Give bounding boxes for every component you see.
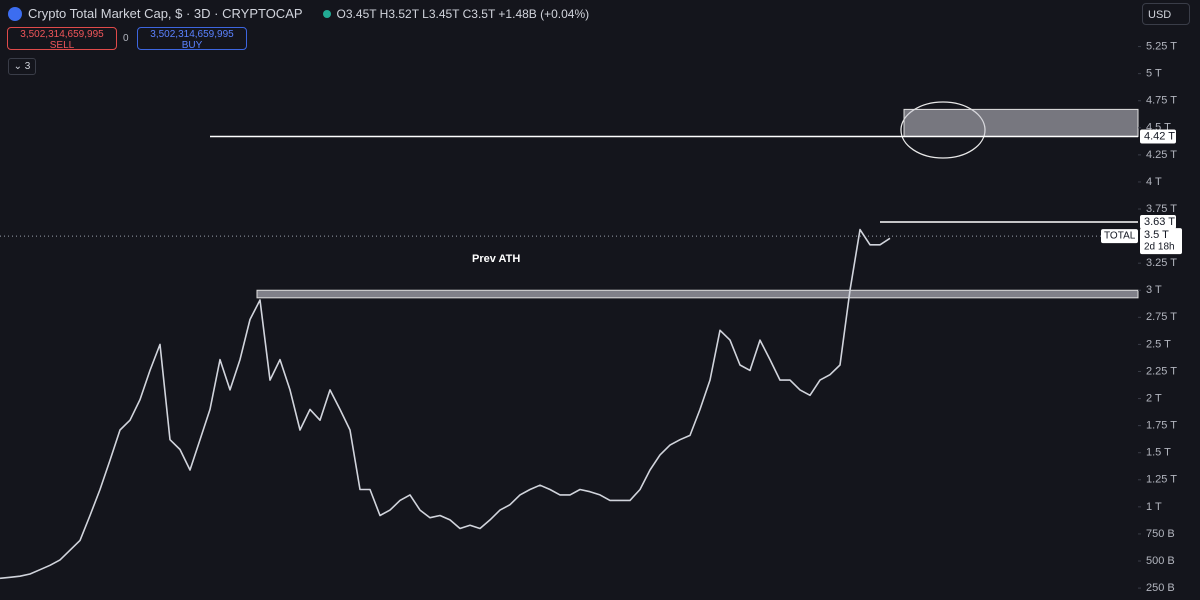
countdown: 2d 18h (1144, 242, 1175, 253)
y-tick-label: 750 B (1146, 528, 1175, 540)
buy-label: BUY (181, 40, 203, 51)
y-tick-label: 3 T (1146, 284, 1162, 296)
symbol-title[interactable]: Crypto Total Market Cap, $ · 3D · CRYPTO… (28, 6, 303, 21)
indicator-count: 3 (24, 61, 31, 72)
y-tick-label: 2.25 T (1146, 365, 1177, 377)
y-tick-label: 1.25 T (1146, 474, 1177, 486)
y-tick-label: 5.25 T (1146, 40, 1177, 52)
status-dot (322, 9, 331, 18)
zone (903, 108, 1139, 137)
symbol-label: TOTAL (1104, 231, 1136, 242)
ohlc: O3.45T H3.52T L3.45T C3.5T +1.48B (+0.04… (336, 6, 590, 21)
level-label-box (1140, 129, 1176, 144)
spread: 0 (123, 33, 129, 44)
y-tick-label: 4 T (1146, 176, 1162, 188)
buy-price: 3,502,314,659,995 (150, 29, 234, 40)
sell-price: 3,502,314,659,995 (20, 29, 104, 40)
buy-button[interactable]: 3,502,314,659,995 BUY (137, 27, 247, 51)
level-label: 3.63 T (1144, 216, 1175, 228)
y-tick-label: 1 T (1146, 501, 1162, 513)
annotation: Prev ATH (472, 253, 520, 265)
y-tick-label: 250 B (1146, 582, 1175, 594)
y-tick-label: 2.5 T (1146, 338, 1171, 350)
price-box (1140, 228, 1182, 255)
currency-select[interactable]: USD (1142, 3, 1190, 25)
y-tick-label: 3.75 T (1146, 203, 1177, 215)
last-price-label: 3.5 T (1144, 229, 1169, 241)
y-tick-label: 4.75 T (1146, 95, 1177, 107)
sell-label: SELL (49, 40, 75, 51)
zone (256, 289, 1139, 299)
indicators-toggle[interactable]: ⌄ 3 (8, 58, 36, 75)
y-tick-label: 2 T (1146, 392, 1162, 404)
logo (8, 6, 22, 21)
y-tick-label: 1.5 T (1146, 447, 1171, 459)
level-label: 4.42 T (1144, 130, 1175, 142)
y-tick-label: 1.75 T (1146, 420, 1177, 432)
y-tick-label: 500 B (1146, 555, 1175, 567)
y-tick-label: 3.25 T (1146, 257, 1177, 269)
y-tick-label: 2.75 T (1146, 311, 1177, 323)
y-tick-label: 5 T (1146, 68, 1162, 80)
level-label-box (1140, 215, 1176, 230)
symbol-box (1101, 229, 1138, 244)
y-tick-label: 4.25 T (1146, 149, 1177, 161)
price-line (0, 228, 891, 580)
header: Crypto Total Market Cap, $ · 3D · CRYPTO… (8, 6, 589, 21)
sell-button[interactable]: 3,502,314,659,995 SELL (7, 27, 117, 51)
